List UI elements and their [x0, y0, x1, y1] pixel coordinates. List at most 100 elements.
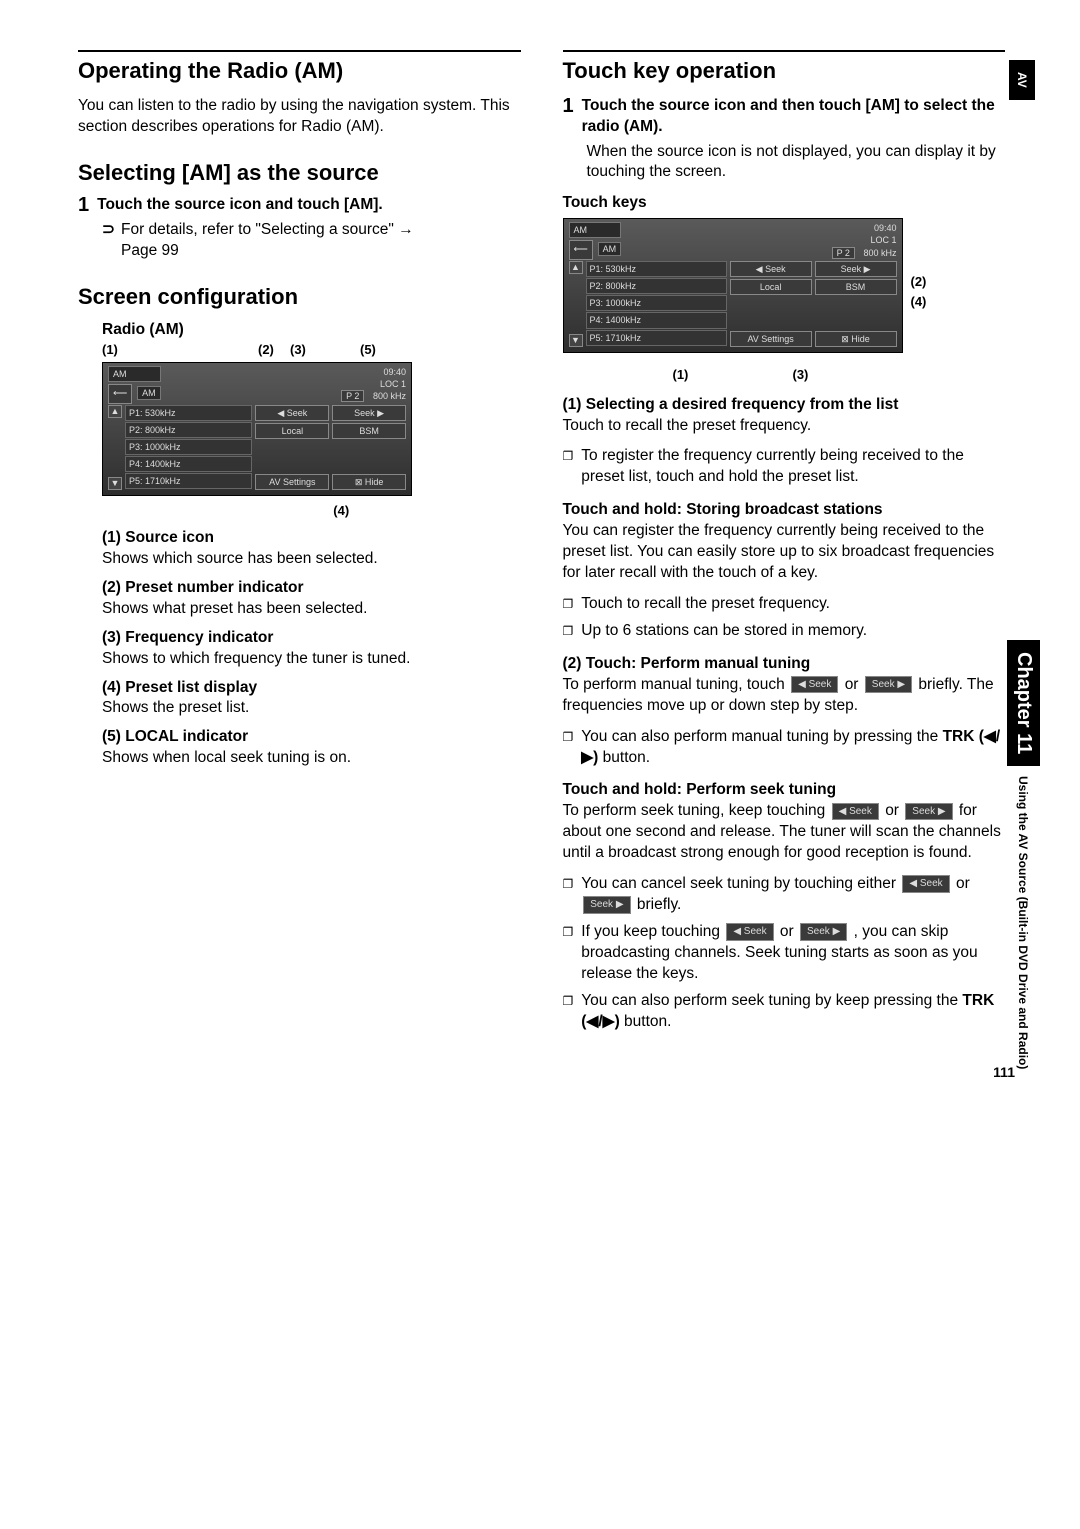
heading-touch-key: Touch key operation	[563, 50, 1006, 86]
seek-right-icon: Seek ▶	[800, 923, 847, 941]
ss-source-icon: ⟵	[108, 384, 132, 404]
callout-3: (3)	[290, 341, 318, 359]
marker-1: (1)	[673, 366, 689, 384]
screenshot-touch-keys-wrap: AM ⟵ AM 09:40 LOC 1 P 2 800 kHz ▲	[563, 218, 1006, 352]
ss-local: Local	[730, 279, 812, 295]
ss-am-label: AM	[598, 242, 622, 256]
ss-av-settings: AV Settings	[730, 331, 812, 347]
intro-text: You can listen to the radio by using the…	[78, 96, 521, 138]
bullet-icon: ❐	[563, 922, 574, 985]
sec2-desc: To perform manual tuning, touch ◀ Seek o…	[563, 675, 1006, 717]
bullet-text: Up to 6 stations can be stored in memory…	[581, 621, 867, 642]
ss-preset: P4: 1400kHz	[586, 312, 727, 328]
heading-selecting-am: Selecting [AM] as the source	[78, 158, 521, 188]
ref-icon: ⊃	[102, 220, 115, 262]
callout-4: (4)	[333, 502, 349, 520]
screenshot-radio-am: AM ⟵ AM 09:40 LOC 1 P 2 800 kHz ▲ ▼	[102, 362, 412, 496]
ss-seek-right: Seek ▶	[815, 261, 897, 277]
ss-preset: P5: 1710kHz	[125, 473, 252, 489]
def-4: (4) Preset list displayShows the preset …	[102, 678, 521, 720]
ss-am-label: AM	[137, 386, 161, 400]
ss-time: 09:40	[832, 222, 897, 234]
ss-dn: ▼	[108, 477, 122, 490]
ss-hide: ⊠ Hide	[815, 331, 897, 347]
ss-preset-ind: P 2	[832, 247, 855, 259]
ss-bsm: BSM	[332, 423, 406, 439]
ss-preset: P2: 800kHz	[586, 278, 727, 294]
ss-av-settings: AV Settings	[255, 474, 329, 490]
screenshot-touch-keys: AM ⟵ AM 09:40 LOC 1 P 2 800 kHz ▲	[563, 218, 903, 352]
bullet-icon: ❐	[563, 874, 574, 916]
ss-preset-list: P1: 530kHz P2: 800kHz P3: 1000kHz P4: 14…	[586, 261, 727, 347]
seek-left-icon: ◀ Seek	[902, 875, 949, 893]
ss-preset: P2: 800kHz	[125, 422, 252, 438]
ss-seek-left: ◀ Seek	[255, 405, 329, 421]
ss-preset: P3: 1000kHz	[125, 439, 252, 455]
side-label: Chapter 11 Using the AV Source (Built-in…	[1007, 640, 1035, 1340]
callout-2: (2)	[258, 341, 290, 359]
step-number: 1	[563, 96, 574, 138]
ss-up: ▲	[569, 261, 583, 274]
step-body: When the source icon is not displayed, y…	[587, 142, 1006, 184]
seek-right-icon: Seek ▶	[583, 896, 630, 914]
ss-local: Local	[255, 423, 329, 439]
callout-5: (5)	[360, 341, 376, 359]
def-2: (2) Preset number indicatorShows what pr…	[102, 578, 521, 620]
bullet-text: You can also perform manual tuning by pr…	[581, 727, 1005, 769]
ss-seek-left: ◀ Seek	[730, 261, 812, 277]
bullet-text: If you keep touching ◀ Seek or Seek ▶ , …	[581, 922, 1005, 985]
bullet-text: To register the frequency currently bein…	[581, 446, 1005, 488]
page-number: 111	[78, 1063, 1015, 1082]
sec1-desc: Touch to recall the preset frequency.	[563, 416, 1006, 437]
ss-loc: LOC 1	[832, 234, 897, 246]
bullet-icon: ❐	[563, 991, 574, 1033]
hold2-desc: To perform seek tuning, keep touching ◀ …	[563, 801, 1006, 864]
heading-screen-config: Screen configuration	[78, 282, 521, 312]
ss-preset: P3: 1000kHz	[586, 295, 727, 311]
def-1: (1) Source iconShows which source has be…	[102, 528, 521, 570]
bullet-text: You can also perform seek tuning by keep…	[581, 991, 1005, 1033]
callout-1: (1)	[102, 341, 130, 359]
tab-av: AV	[1009, 60, 1035, 100]
chapter-sub: Using the AV Source (Built-in DVD Drive …	[1007, 766, 1031, 1069]
ss-up: ▲	[108, 405, 122, 418]
ss-preset-ind: P 2	[341, 390, 364, 402]
ref-text: For details, refer to "Selecting a sourc…	[121, 220, 414, 262]
bullet-text: Touch to recall the preset frequency.	[581, 594, 830, 615]
step-number: 1	[78, 195, 89, 216]
ss-preset: P1: 530kHz	[125, 405, 252, 421]
seek-left-icon: ◀ Seek	[726, 923, 773, 941]
bullet-icon: ❐	[563, 446, 574, 488]
seek-left-icon: ◀ Seek	[791, 676, 838, 694]
ss-freq: 800 kHz	[373, 391, 406, 401]
ss-time: 09:40	[341, 366, 406, 378]
ss-preset: P4: 1400kHz	[125, 456, 252, 472]
marker-2: (2)	[911, 273, 927, 291]
ss-preset: P1: 530kHz	[586, 261, 727, 277]
ss-dn: ▼	[569, 334, 583, 347]
ss-am-badge: AM	[569, 222, 622, 238]
hold1-desc: You can register the frequency currently…	[563, 521, 1006, 584]
seek-left-icon: ◀ Seek	[832, 803, 879, 821]
bullet-icon: ❐	[563, 727, 574, 769]
bullet-icon: ❐	[563, 594, 574, 615]
chapter-label: Chapter 11	[1007, 640, 1040, 766]
def-3: (3) Frequency indicatorShows to which fr…	[102, 628, 521, 670]
def-5: (5) LOCAL indicatorShows when local seek…	[102, 727, 521, 769]
ss-source-icon: ⟵	[569, 240, 593, 260]
marker-3: (3)	[793, 366, 809, 384]
seek-right-icon: Seek ▶	[865, 676, 912, 694]
ss-preset: P5: 1710kHz	[586, 330, 727, 346]
left-column: Operating the Radio (AM) You can listen …	[78, 50, 521, 1033]
right-column: Touch key operation 1 Touch the source i…	[563, 50, 1036, 1033]
ss-am-badge: AM	[108, 366, 161, 382]
sec1-title: (1) Selecting a desired frequency from t…	[563, 395, 1006, 416]
heading-operating: Operating the Radio (AM)	[78, 50, 521, 86]
marker-4: (4)	[911, 293, 927, 311]
seek-right-icon: Seek ▶	[905, 803, 952, 821]
sec2-title: (2) Touch: Perform manual tuning	[563, 654, 1006, 675]
fig-label-radio-am: Radio (AM)	[102, 320, 521, 341]
ss-preset-list: P1: 530kHz P2: 800kHz P3: 1000kHz P4: 14…	[125, 405, 252, 491]
ss-seek-right: Seek ▶	[332, 405, 406, 421]
hold2-title: Touch and hold: Perform seek tuning	[563, 780, 1006, 801]
